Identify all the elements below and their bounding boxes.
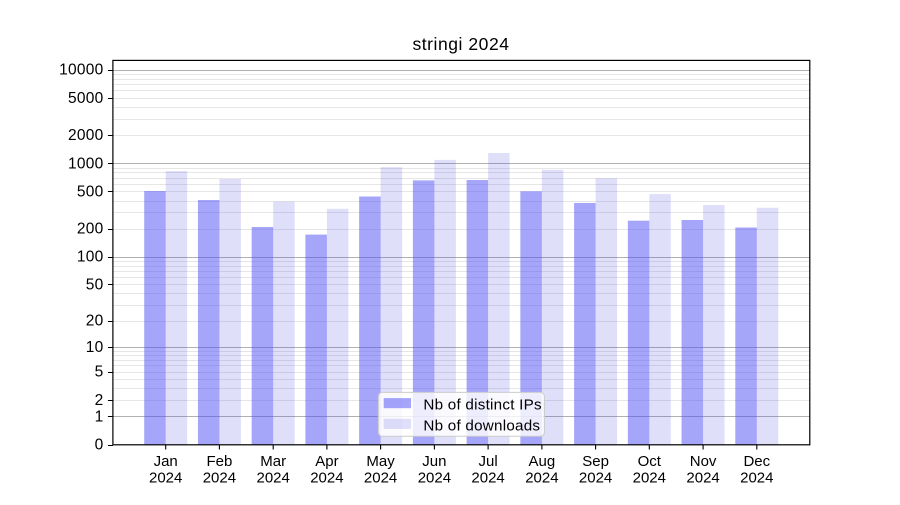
- svg-text:2024: 2024: [686, 469, 719, 486]
- svg-text:5: 5: [95, 364, 104, 381]
- svg-text:Oct: Oct: [638, 453, 662, 470]
- svg-text:Nov: Nov: [690, 453, 717, 470]
- svg-text:Feb: Feb: [206, 453, 232, 470]
- svg-text:2024: 2024: [149, 469, 182, 486]
- svg-text:2024: 2024: [633, 469, 666, 486]
- svg-text:2024: 2024: [203, 469, 236, 486]
- svg-text:Dec: Dec: [743, 453, 770, 470]
- svg-text:500: 500: [77, 184, 104, 201]
- svg-text:200: 200: [77, 221, 104, 238]
- svg-text:2024: 2024: [579, 469, 612, 486]
- svg-text:Sep: Sep: [582, 453, 609, 470]
- svg-text:Aug: Aug: [529, 453, 556, 470]
- svg-text:1: 1: [95, 408, 104, 425]
- svg-text:Nb of distinct IPs: Nb of distinct IPs: [423, 397, 542, 414]
- svg-text:Apr: Apr: [315, 453, 338, 470]
- svg-text:Jul: Jul: [479, 453, 498, 470]
- svg-text:50: 50: [86, 277, 104, 294]
- svg-text:2024: 2024: [525, 469, 558, 486]
- svg-text:stringi 2024: stringi 2024: [412, 34, 509, 54]
- svg-text:2024: 2024: [471, 469, 504, 486]
- svg-text:2000: 2000: [68, 127, 104, 144]
- svg-text:Jun: Jun: [422, 453, 446, 470]
- svg-text:May: May: [366, 453, 395, 470]
- svg-text:5000: 5000: [68, 90, 104, 107]
- svg-text:2024: 2024: [740, 469, 773, 486]
- svg-text:2024: 2024: [418, 469, 451, 486]
- svg-text:Mar: Mar: [260, 453, 286, 470]
- svg-text:100: 100: [77, 249, 104, 266]
- svg-text:Jan: Jan: [154, 453, 178, 470]
- svg-text:2: 2: [95, 392, 104, 409]
- svg-text:2024: 2024: [310, 469, 343, 486]
- svg-text:Nb of downloads: Nb of downloads: [423, 417, 540, 434]
- svg-text:2024: 2024: [364, 469, 397, 486]
- svg-text:2024: 2024: [257, 469, 290, 486]
- svg-text:10000: 10000: [59, 62, 103, 79]
- svg-text:0: 0: [95, 437, 104, 454]
- svg-text:20: 20: [86, 313, 104, 330]
- svg-text:1000: 1000: [68, 155, 104, 172]
- svg-text:10: 10: [86, 339, 104, 356]
